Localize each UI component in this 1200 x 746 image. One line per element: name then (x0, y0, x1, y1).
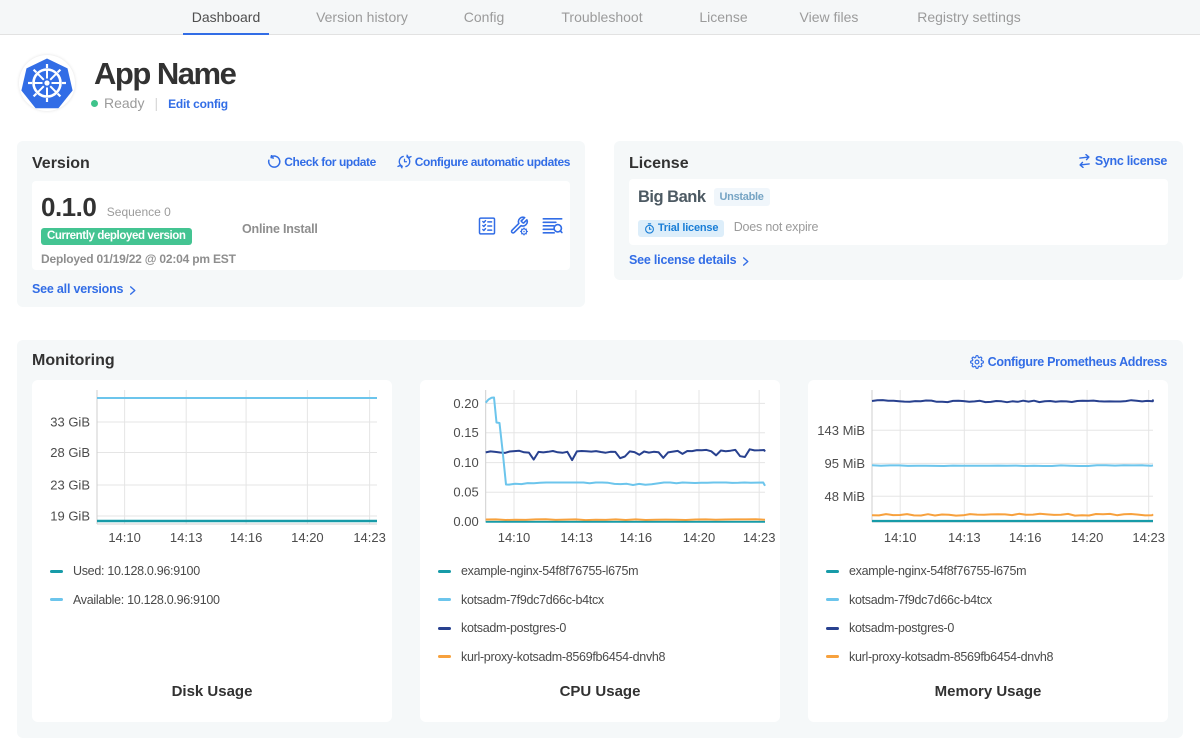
svg-text:14:16: 14:16 (620, 530, 653, 545)
svg-text:0.20: 0.20 (453, 396, 478, 411)
svg-text:14:10: 14:10 (884, 530, 917, 545)
svg-text:14:16: 14:16 (1009, 530, 1042, 545)
svg-text:14:20: 14:20 (1071, 530, 1104, 545)
svg-text:23 GiB: 23 GiB (50, 478, 90, 493)
svg-text:0.05: 0.05 (453, 485, 478, 500)
svg-text:95 MiB: 95 MiB (825, 456, 865, 471)
svg-text:14:23: 14:23 (1132, 530, 1165, 545)
svg-text:0.00: 0.00 (453, 514, 478, 529)
svg-text:14:20: 14:20 (291, 530, 324, 545)
svg-text:14:13: 14:13 (948, 530, 981, 545)
svg-text:0.15: 0.15 (453, 425, 478, 440)
svg-text:14:16: 14:16 (230, 530, 263, 545)
svg-text:14:20: 14:20 (683, 530, 716, 545)
svg-text:14:23: 14:23 (743, 530, 776, 545)
svg-text:14:13: 14:13 (170, 530, 203, 545)
svg-text:33 GiB: 33 GiB (50, 415, 90, 430)
svg-text:28 GiB: 28 GiB (50, 445, 90, 460)
svg-text:19 GiB: 19 GiB (50, 509, 90, 524)
svg-text:143 MiB: 143 MiB (817, 423, 865, 438)
svg-text:0.10: 0.10 (453, 455, 478, 470)
svg-text:14:10: 14:10 (498, 530, 531, 545)
svg-text:14:13: 14:13 (560, 530, 593, 545)
svg-text:14:10: 14:10 (108, 530, 141, 545)
svg-text:48 MiB: 48 MiB (825, 489, 865, 504)
svg-text:14:23: 14:23 (353, 530, 386, 545)
